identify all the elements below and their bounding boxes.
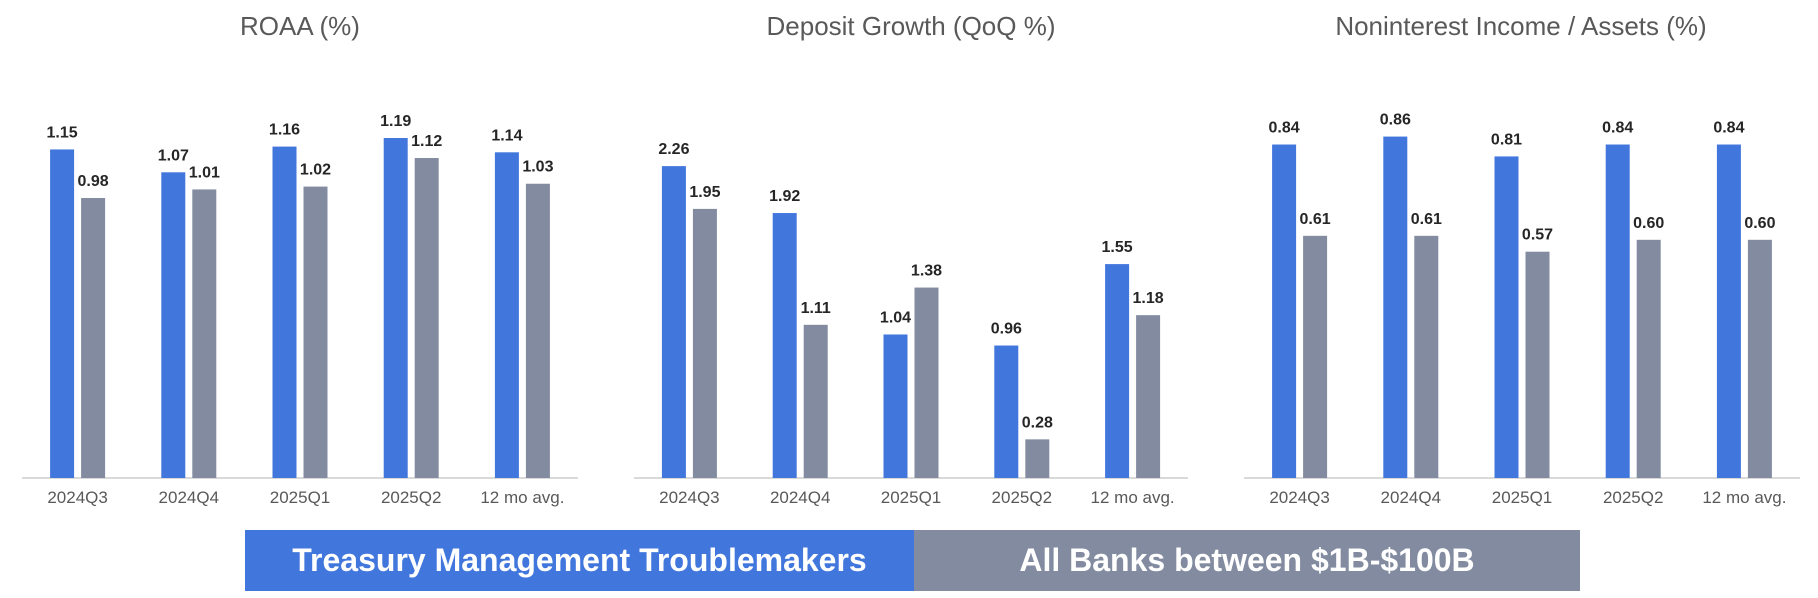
bar-treasury-management <box>494 152 519 478</box>
bar-all-banks <box>1525 251 1550 478</box>
data-label: 1.07 <box>158 147 189 164</box>
data-label: 0.61 <box>1411 211 1442 228</box>
bar-treasury-management <box>661 166 686 478</box>
bar-all-banks <box>692 208 717 478</box>
bar-treasury-management <box>383 138 408 478</box>
data-label: 1.19 <box>380 113 411 130</box>
charts-canvas: ROAA (%) 2024Q3 1.15 0.98 2024Q4 1.071.01 2025… <box>22 11 1800 507</box>
data-label: 0.96 <box>991 321 1022 338</box>
x-tick-label: 2025Q1 <box>1492 488 1553 507</box>
x-tick-label: 2025Q1 <box>881 488 942 507</box>
bar-all-banks <box>1136 315 1161 478</box>
data-label: 1.12 <box>411 133 442 150</box>
data-label: 0.84 <box>1602 120 1633 137</box>
data-label: 1.01 <box>189 164 220 181</box>
chart-title: Noninterest Income / Assets (%) <box>1335 11 1706 41</box>
bar-treasury-management <box>272 146 297 478</box>
bar-treasury-management <box>50 149 75 478</box>
bar-all-banks <box>803 324 828 478</box>
data-label: 1.18 <box>1133 290 1164 307</box>
data-label: 0.81 <box>1491 131 1522 148</box>
x-tick-label: 2025Q2 <box>1603 488 1664 507</box>
data-label: 1.02 <box>300 162 331 179</box>
x-tick-label: 2024Q3 <box>659 488 720 507</box>
data-label: 0.84 <box>1269 120 1300 137</box>
bar-all-banks <box>1636 239 1661 478</box>
data-label: 0.61 <box>1300 211 1331 228</box>
data-label: 1.11 <box>801 300 831 317</box>
bar-treasury-management <box>1105 264 1130 478</box>
data-label: 1.55 <box>1102 239 1133 256</box>
bar-treasury-management <box>161 172 186 478</box>
bar-all-banks <box>1414 235 1439 478</box>
data-label: 0.57 <box>1522 227 1553 244</box>
data-label: 2.26 <box>658 141 689 158</box>
bar-treasury-management <box>1494 156 1519 478</box>
x-tick-label: 12 mo avg. <box>480 488 564 507</box>
data-label: 1.38 <box>911 263 942 280</box>
data-label: 1.15 <box>47 124 78 141</box>
bar-all-banks <box>192 189 217 478</box>
legend-all-banks: All Banks between $1B-$100B <box>914 530 1580 591</box>
bar-all-banks <box>1747 239 1772 478</box>
data-label: 1.92 <box>769 188 800 205</box>
bar-all-banks <box>1025 439 1050 478</box>
data-label: 0.86 <box>1380 112 1411 129</box>
x-tick-label: 2025Q2 <box>992 488 1053 507</box>
bar-all-banks <box>81 198 106 478</box>
x-tick-label: 12 mo avg. <box>1091 488 1175 507</box>
data-label: 0.28 <box>1022 414 1053 431</box>
chart-title: ROAA (%) <box>240 11 360 41</box>
data-label: 1.14 <box>491 127 522 144</box>
data-label: 0.60 <box>1633 215 1664 232</box>
bar-all-banks <box>914 287 939 478</box>
bar-all-banks <box>303 186 328 478</box>
x-tick-label: 2024Q4 <box>1381 488 1442 507</box>
x-tick-label: 2025Q2 <box>381 488 442 507</box>
data-label: 0.84 <box>1713 120 1744 137</box>
x-tick-label: 2024Q4 <box>770 488 831 507</box>
data-label: 1.95 <box>689 184 720 201</box>
bar-treasury-management <box>994 345 1019 478</box>
bar-treasury-management <box>1272 144 1297 478</box>
x-tick-label: 2025Q1 <box>270 488 331 507</box>
data-label: 1.04 <box>880 309 911 326</box>
legend-treasury-management-troublemakers: Treasury Management Troublemakers <box>245 530 914 591</box>
chart-title: Deposit Growth (QoQ %) <box>767 11 1056 41</box>
x-tick-label: 2024Q4 <box>159 488 220 507</box>
bar-treasury-management <box>1716 144 1741 478</box>
bar-treasury-management <box>772 213 797 479</box>
data-label: 0.98 <box>78 173 109 190</box>
data-label: 1.03 <box>522 159 553 176</box>
data-label: 0.60 <box>1744 215 1775 232</box>
bar-all-banks <box>1303 235 1328 478</box>
data-label: 1.16 <box>269 122 300 139</box>
x-tick-label: 12 mo avg. <box>1702 488 1786 507</box>
bar-treasury-management <box>1383 136 1408 478</box>
bar-all-banks <box>525 183 550 478</box>
bar-treasury-management <box>1605 144 1630 478</box>
x-tick-label: 2024Q3 <box>1269 488 1330 507</box>
x-tick-label: 2024Q3 <box>47 488 108 507</box>
bar-all-banks <box>414 158 439 479</box>
bar-treasury-management <box>883 334 908 478</box>
